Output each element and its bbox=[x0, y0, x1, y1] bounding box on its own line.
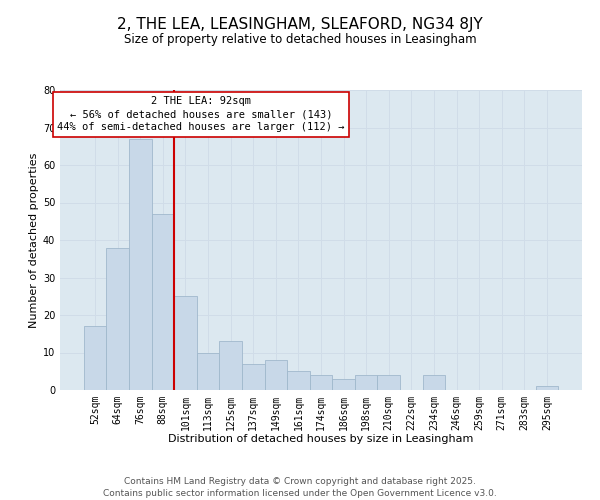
Bar bbox=[242, 364, 265, 390]
Text: Contains HM Land Registry data © Crown copyright and database right 2025.
Contai: Contains HM Land Registry data © Crown c… bbox=[103, 476, 497, 498]
Text: Size of property relative to detached houses in Leasingham: Size of property relative to detached ho… bbox=[124, 32, 476, 46]
Bar bbox=[106, 248, 129, 390]
Bar bbox=[129, 138, 152, 390]
Bar bbox=[265, 360, 287, 390]
Bar bbox=[422, 375, 445, 390]
Bar bbox=[197, 352, 220, 390]
Text: 2 THE LEA: 92sqm
← 56% of detached houses are smaller (143)
44% of semi-detached: 2 THE LEA: 92sqm ← 56% of detached house… bbox=[57, 96, 344, 132]
Bar bbox=[152, 214, 174, 390]
Bar bbox=[355, 375, 377, 390]
Bar bbox=[220, 341, 242, 390]
Bar bbox=[310, 375, 332, 390]
Bar bbox=[332, 379, 355, 390]
Bar bbox=[377, 375, 400, 390]
Bar bbox=[287, 371, 310, 390]
Bar bbox=[536, 386, 558, 390]
Bar bbox=[84, 326, 106, 390]
Bar bbox=[174, 296, 197, 390]
Text: 2, THE LEA, LEASINGHAM, SLEAFORD, NG34 8JY: 2, THE LEA, LEASINGHAM, SLEAFORD, NG34 8… bbox=[117, 18, 483, 32]
X-axis label: Distribution of detached houses by size in Leasingham: Distribution of detached houses by size … bbox=[169, 434, 473, 444]
Y-axis label: Number of detached properties: Number of detached properties bbox=[29, 152, 38, 328]
